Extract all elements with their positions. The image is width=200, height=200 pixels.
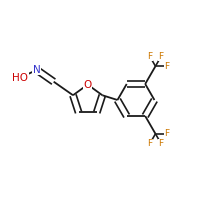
Text: O: O: [84, 80, 92, 90]
Text: N: N: [33, 65, 41, 75]
Text: F: F: [164, 62, 169, 71]
Text: F: F: [159, 52, 164, 61]
Text: F: F: [164, 129, 169, 138]
Text: F: F: [159, 139, 164, 148]
Text: F: F: [147, 52, 152, 61]
Text: F: F: [147, 139, 152, 148]
Text: HO: HO: [12, 73, 28, 83]
